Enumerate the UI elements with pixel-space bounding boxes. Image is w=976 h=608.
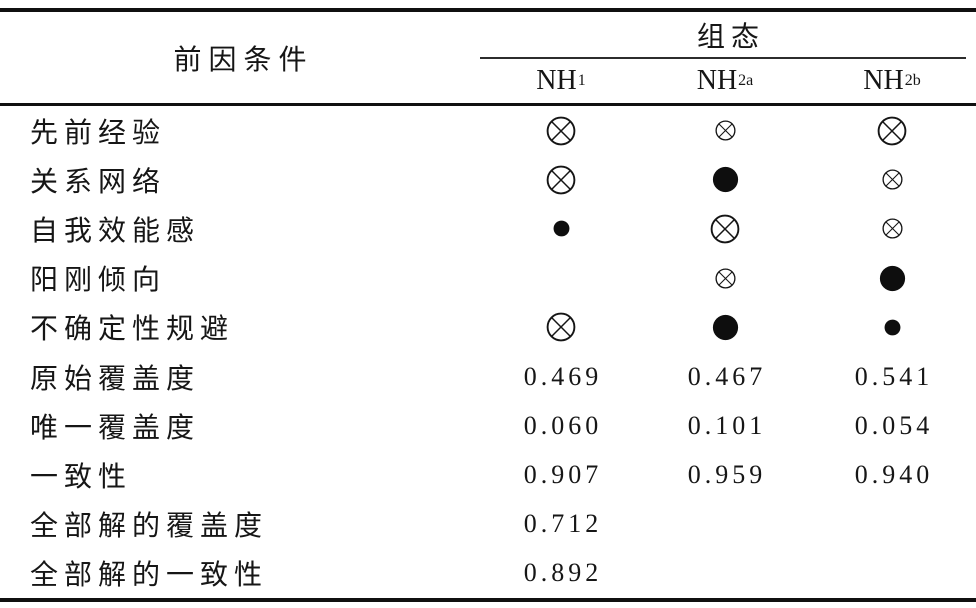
config-label-base: NH [696, 65, 738, 96]
table-row: 原始覆盖度 0.469 0.467 0.541 [0, 352, 976, 401]
condition-label: 阳刚倾向 [30, 265, 167, 297]
table-body: 先前经验关系网络自我效能感阳刚倾向不确定性规避 原始覆盖度 0.469 0.467 0.… [0, 106, 976, 598]
filled-circle-icon [879, 265, 905, 291]
value-cell: 0.959 [687, 459, 767, 489]
symbol-cell-cross-small [808, 169, 976, 190]
condition-label: 全部解的一致性 [30, 560, 269, 592]
symbol-cell-cross-large [480, 116, 642, 146]
value-cell: 0.940 [854, 459, 934, 489]
symbol-cell-dot-small [808, 319, 976, 336]
configuration-header-group: 组态 NH 1 NH 2a NH 2b [480, 12, 976, 103]
filled-circle-icon [712, 314, 738, 340]
value-cell: 0.054 [854, 410, 934, 440]
config-column-header-nh2a: NH 2a [696, 65, 754, 96]
circled-cross-icon [546, 116, 576, 145]
table-row: 全部解的一致性 0.892 [0, 549, 976, 598]
table-header: 前因条件 组态 NH 1 NH 2a NH 2b [0, 12, 976, 103]
bottom-rule [0, 598, 976, 602]
symbol-cell-cross-small [642, 268, 808, 289]
config-label-base: NH [536, 65, 577, 96]
value-cell: 0.060 [523, 410, 603, 440]
circled-cross-icon [877, 116, 907, 145]
condition-label: 唯一覆盖度 [30, 412, 201, 444]
condition-label: 不确定性规避 [30, 314, 235, 346]
value-cell: 0.467 [687, 361, 767, 391]
circled-cross-icon [546, 165, 576, 195]
config-column-header-nh1: NH 1 [536, 65, 586, 96]
symbol-cell-cross-large [480, 165, 642, 195]
symbol-cell-dot-large [642, 314, 808, 341]
config-label-base: NH [863, 65, 904, 96]
symbol-cell-dot-large [642, 166, 808, 193]
filled-circle-icon [884, 319, 900, 336]
value-cell: 0.469 [523, 361, 603, 391]
circled-cross-icon [714, 268, 736, 289]
filled-circle-icon [553, 221, 569, 237]
config-column-header-nh2b: NH 2b [863, 65, 921, 96]
symbol-cell-dot-small [480, 220, 642, 237]
symbol-cell-cross-large [808, 116, 976, 146]
condition-label: 先前经验 [30, 117, 167, 149]
configuration-column-headers: NH 1 NH 2a NH 2b [480, 59, 976, 103]
condition-label: 关系网络 [30, 166, 167, 198]
table-row: 先前经验 [0, 106, 976, 155]
symbol-cell-cross-small [642, 120, 808, 141]
circled-cross-icon [881, 169, 903, 190]
value-cell: 0.101 [687, 410, 767, 440]
condition-label: 全部解的覆盖度 [30, 511, 269, 543]
table-row: 关系网络 [0, 155, 976, 204]
value-cell: 0.907 [523, 459, 603, 489]
symbol-cell-dot-large [808, 265, 976, 292]
table-row: 唯一覆盖度 0.060 0.101 0.054 [0, 401, 976, 450]
header-separator-rule [0, 103, 976, 106]
value-cell: 0.712 [523, 509, 603, 539]
symbol-cell-cross-large [642, 214, 808, 244]
circled-cross-icon [881, 218, 903, 240]
symbol-cell-cross-large [480, 312, 642, 342]
value-cell: 0.541 [854, 361, 934, 391]
condition-label: 原始覆盖度 [30, 363, 201, 395]
configuration-group-title: 组态 [696, 21, 765, 53]
table-row: 不确定性规避 [0, 303, 976, 352]
circled-cross-icon [710, 214, 740, 244]
circled-cross-icon [714, 120, 736, 141]
antecedent-conditions-header: 前因条件 [173, 44, 314, 76]
circled-cross-icon [546, 312, 576, 342]
value-cell: 0.892 [523, 558, 603, 588]
table-row: 全部解的覆盖度 0.712 [0, 500, 976, 549]
table-row: 阳刚倾向 [0, 254, 976, 303]
table-row: 一致性 0.907 0.959 0.940 [0, 450, 976, 499]
top-rule [0, 8, 976, 12]
configuration-group-underline [480, 57, 966, 59]
filled-circle-icon [712, 167, 738, 193]
table-row: 自我效能感 [0, 204, 976, 253]
condition-label: 自我效能感 [30, 215, 201, 247]
symbol-cell-cross-small [808, 218, 976, 240]
condition-label: 一致性 [30, 461, 133, 493]
